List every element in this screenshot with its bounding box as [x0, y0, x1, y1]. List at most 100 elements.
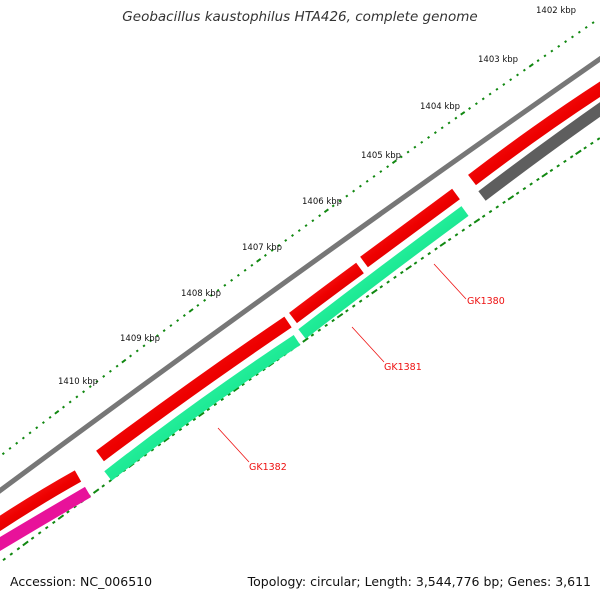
minor-tick	[420, 256, 425, 260]
minor-tick	[102, 374, 106, 378]
minor-tick	[502, 83, 506, 86]
minor-tick	[461, 228, 466, 232]
tick-labels: 1402 kbp 1403 kbp 1404 kbp 1405 kbp 1406…	[58, 6, 576, 387]
minor-tick	[262, 367, 266, 372]
major-tick	[460, 111, 466, 116]
minor-tick	[570, 35, 574, 39]
major-tick	[54, 410, 60, 415]
minor-tick	[248, 377, 252, 382]
minor-tick	[68, 400, 72, 404]
major-tick	[541, 172, 548, 178]
minor-tick	[178, 427, 183, 432]
major-tick	[439, 241, 447, 247]
cds-gray[interactable]	[478, 102, 600, 201]
minor-tick	[318, 214, 322, 218]
minor-tick	[206, 407, 211, 412]
tick-label-1402: 1402 kbp	[536, 6, 576, 16]
major-tick	[575, 149, 582, 156]
minor-tick	[30, 536, 35, 540]
minor-tick	[399, 155, 403, 159]
minor-tick	[44, 525, 49, 530]
major-tick	[391, 159, 397, 164]
minor-tick	[400, 270, 404, 275]
leader-gk1382	[217, 427, 250, 463]
minor-tick	[108, 369, 112, 373]
cds-gk1381[interactable]	[289, 262, 364, 324]
minor-tick	[324, 323, 329, 328]
minor-tick	[182, 314, 186, 317]
minor-tick	[474, 102, 478, 106]
minor-tick	[488, 209, 493, 214]
minor-tick	[41, 421, 45, 425]
minor-tick	[454, 233, 459, 237]
outer-tick-marks	[1, 21, 595, 456]
minor-tick	[529, 182, 533, 186]
minor-tick	[270, 248, 274, 252]
gene-label-gk1380[interactable]: GK1380	[467, 296, 505, 307]
minor-tick	[345, 194, 349, 198]
minor-tick	[358, 184, 362, 188]
cds-gk1380-upstream[interactable]	[360, 188, 460, 268]
minor-tick	[255, 372, 259, 377]
minor-tick	[502, 200, 506, 205]
minor-tick	[447, 237, 452, 242]
accession-text: Accession: NC_006510	[10, 574, 153, 589]
minor-tick	[82, 390, 86, 394]
cds-gk1380[interactable]	[468, 81, 600, 186]
minor-tick	[171, 432, 176, 437]
minor-tick	[515, 191, 520, 195]
cds-left-red[interactable]	[0, 470, 82, 532]
minor-tick	[66, 510, 70, 514]
cds-green-1382[interactable]	[104, 334, 301, 481]
leader-gk1381	[351, 326, 385, 363]
minor-tick	[563, 159, 567, 164]
minor-tick	[16, 547, 21, 551]
minor-tick	[135, 349, 139, 353]
minor-tick	[481, 214, 486, 218]
minor-tick	[136, 458, 141, 462]
minor-tick	[379, 285, 384, 289]
minor-tick	[577, 30, 581, 34]
minor-tick	[317, 328, 322, 332]
minor-tick	[536, 59, 540, 63]
minor-tick	[440, 126, 444, 130]
genome-backbone	[0, 55, 600, 494]
genome-summary-text: Topology: circular; Length: 3,544,776 bp…	[247, 574, 591, 589]
minor-tick	[569, 155, 574, 159]
major-tick	[405, 265, 412, 271]
cds-magenta[interactable]	[0, 486, 92, 552]
minor-tick	[427, 251, 431, 256]
cds-gk1382[interactable]	[96, 316, 292, 462]
tick-label-1406: 1406 kbp	[302, 197, 342, 207]
minor-tick	[196, 303, 200, 307]
gene-callouts: GK1380 GK1381 GK1382	[217, 263, 505, 473]
second-row	[0, 102, 600, 552]
tick-label-1407: 1407 kbp	[242, 243, 282, 253]
minor-tick	[62, 405, 65, 409]
minor-tick	[162, 329, 166, 333]
minor-tick	[454, 116, 458, 120]
minor-tick	[495, 87, 499, 91]
minor-tick	[365, 294, 370, 299]
cds-green-1380[interactable]	[298, 206, 469, 339]
map-title: Geobacillus kaustophilus HTA426, complet…	[122, 9, 478, 25]
major-tick	[92, 488, 100, 494]
minor-tick	[220, 397, 225, 402]
minor-tick	[584, 25, 588, 29]
minor-tick	[522, 68, 526, 72]
major-tick	[473, 218, 481, 224]
minor-tick	[420, 140, 424, 144]
minor-tick	[297, 229, 301, 233]
minor-tick	[241, 382, 245, 387]
minor-tick	[108, 479, 113, 483]
minor-tick	[149, 339, 153, 343]
gene-label-gk1381[interactable]: GK1381	[384, 362, 422, 373]
minor-tick	[590, 141, 594, 146]
minor-tick	[549, 168, 554, 173]
minor-tick	[543, 54, 547, 58]
minor-tick	[277, 243, 281, 247]
minor-tick	[250, 263, 254, 267]
gene-label-gk1382[interactable]: GK1382	[249, 462, 287, 473]
minor-tick	[169, 324, 173, 328]
minor-tick	[209, 293, 213, 297]
